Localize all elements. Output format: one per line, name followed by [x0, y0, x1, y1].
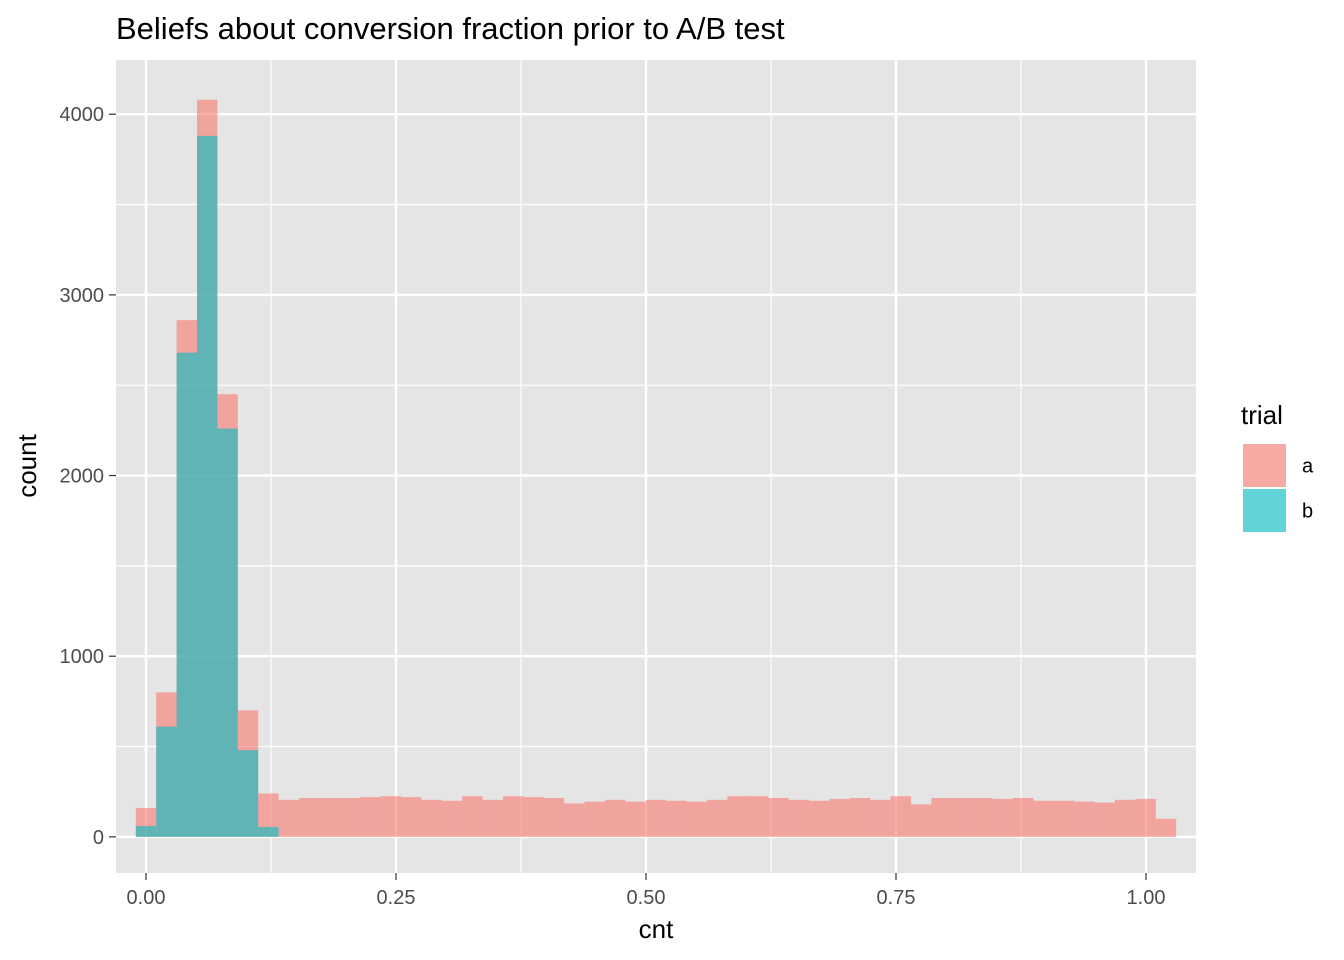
- bar-a-8: [299, 798, 320, 837]
- bar-a-43: [1013, 798, 1034, 837]
- bar-b-3: [197, 135, 218, 837]
- legend-label-a: a: [1302, 456, 1314, 478]
- bar-a-41: [972, 798, 993, 837]
- bar-a-20: [543, 798, 565, 837]
- bar-a-22: [584, 801, 605, 837]
- bar-a-42: [992, 798, 1013, 837]
- bar-a-49: [1135, 798, 1156, 837]
- bar-a-32: [788, 799, 809, 837]
- bar-b-6: [258, 826, 279, 837]
- bar-a-12: [380, 796, 401, 837]
- bar-b-1: [156, 726, 177, 837]
- bar-a-19: [523, 797, 544, 837]
- plot-panel: [116, 60, 1196, 873]
- bar-a-21: [564, 803, 585, 837]
- legend-key-b: [1243, 489, 1286, 532]
- legend-title: trial: [1241, 400, 1283, 430]
- bar-a-26: [666, 800, 687, 837]
- bar-a-24: [625, 801, 646, 837]
- bar-a-36: [870, 799, 891, 837]
- bar-a-48: [1115, 799, 1136, 837]
- histogram-bars: [135, 99, 1177, 837]
- bar-a-28: [707, 799, 728, 837]
- x-tick-label: 1.00: [1127, 887, 1166, 909]
- bar-a-34: [829, 798, 850, 837]
- legend-label-b: b: [1302, 501, 1313, 523]
- bar-a-37: [890, 796, 911, 837]
- x-axis-title: cnt: [639, 914, 674, 944]
- bar-a-15: [441, 800, 463, 837]
- y-tick-label: 4000: [60, 104, 105, 126]
- bar-b-4: [217, 428, 238, 837]
- y-tick-label: 0: [93, 827, 104, 849]
- bar-a-17: [482, 799, 503, 837]
- bar-a-50: [1155, 818, 1177, 837]
- series-b: [135, 135, 279, 837]
- bar-a-6: [258, 793, 279, 837]
- x-tick-label: 0.75: [877, 887, 916, 909]
- bar-a-40: [951, 798, 973, 837]
- bar-b-5: [237, 750, 259, 837]
- axis-ticks: [109, 113, 1147, 880]
- bar-a-9: [319, 798, 340, 837]
- bar-a-16: [462, 796, 483, 837]
- x-tick-label: 0.25: [377, 887, 416, 909]
- bar-a-35: [849, 798, 871, 837]
- bar-a-27: [686, 801, 707, 837]
- bar-a-7: [278, 799, 299, 837]
- bar-b-2: [176, 352, 197, 837]
- bar-a-13: [401, 797, 422, 837]
- bar-a-44: [1033, 800, 1054, 837]
- bar-a-30: [747, 796, 769, 837]
- bar-a-46: [1074, 801, 1095, 837]
- x-tick-label: 0.50: [627, 887, 666, 909]
- legend: trial a b: [1241, 400, 1314, 532]
- tick-labels: 0.00 0.25 0.50 0.75 1.00 0 1000 2000 3000 4000: [60, 104, 1166, 909]
- bar-a-11: [360, 797, 381, 837]
- bar-a-14: [421, 799, 442, 837]
- bar-a-39: [931, 798, 952, 837]
- bar-a-29: [727, 796, 748, 837]
- y-tick-label: 1000: [60, 646, 105, 668]
- minor-gridlines: [116, 60, 1196, 873]
- bar-a-33: [809, 800, 830, 837]
- legend-swatch-b: [1243, 489, 1286, 532]
- x-tick-label: 0.00: [127, 887, 166, 909]
- y-tick-label: 2000: [60, 466, 105, 488]
- bar-b-0: [135, 826, 157, 837]
- bar-a-23: [605, 799, 626, 837]
- legend-swatch-a: [1243, 444, 1286, 487]
- legend-key-a: [1243, 444, 1286, 487]
- bar-a-38: [911, 804, 932, 837]
- chart-title: Beliefs about conversion fraction prior …: [116, 11, 785, 46]
- y-axis-title: count: [12, 433, 42, 497]
- bar-a-31: [768, 798, 789, 837]
- bar-a-18: [503, 796, 524, 837]
- bar-a-10: [339, 798, 361, 837]
- bar-a-45: [1053, 800, 1075, 837]
- bar-a-47: [1094, 802, 1115, 837]
- bar-a-25: [645, 799, 667, 837]
- y-tick-label: 3000: [60, 285, 105, 307]
